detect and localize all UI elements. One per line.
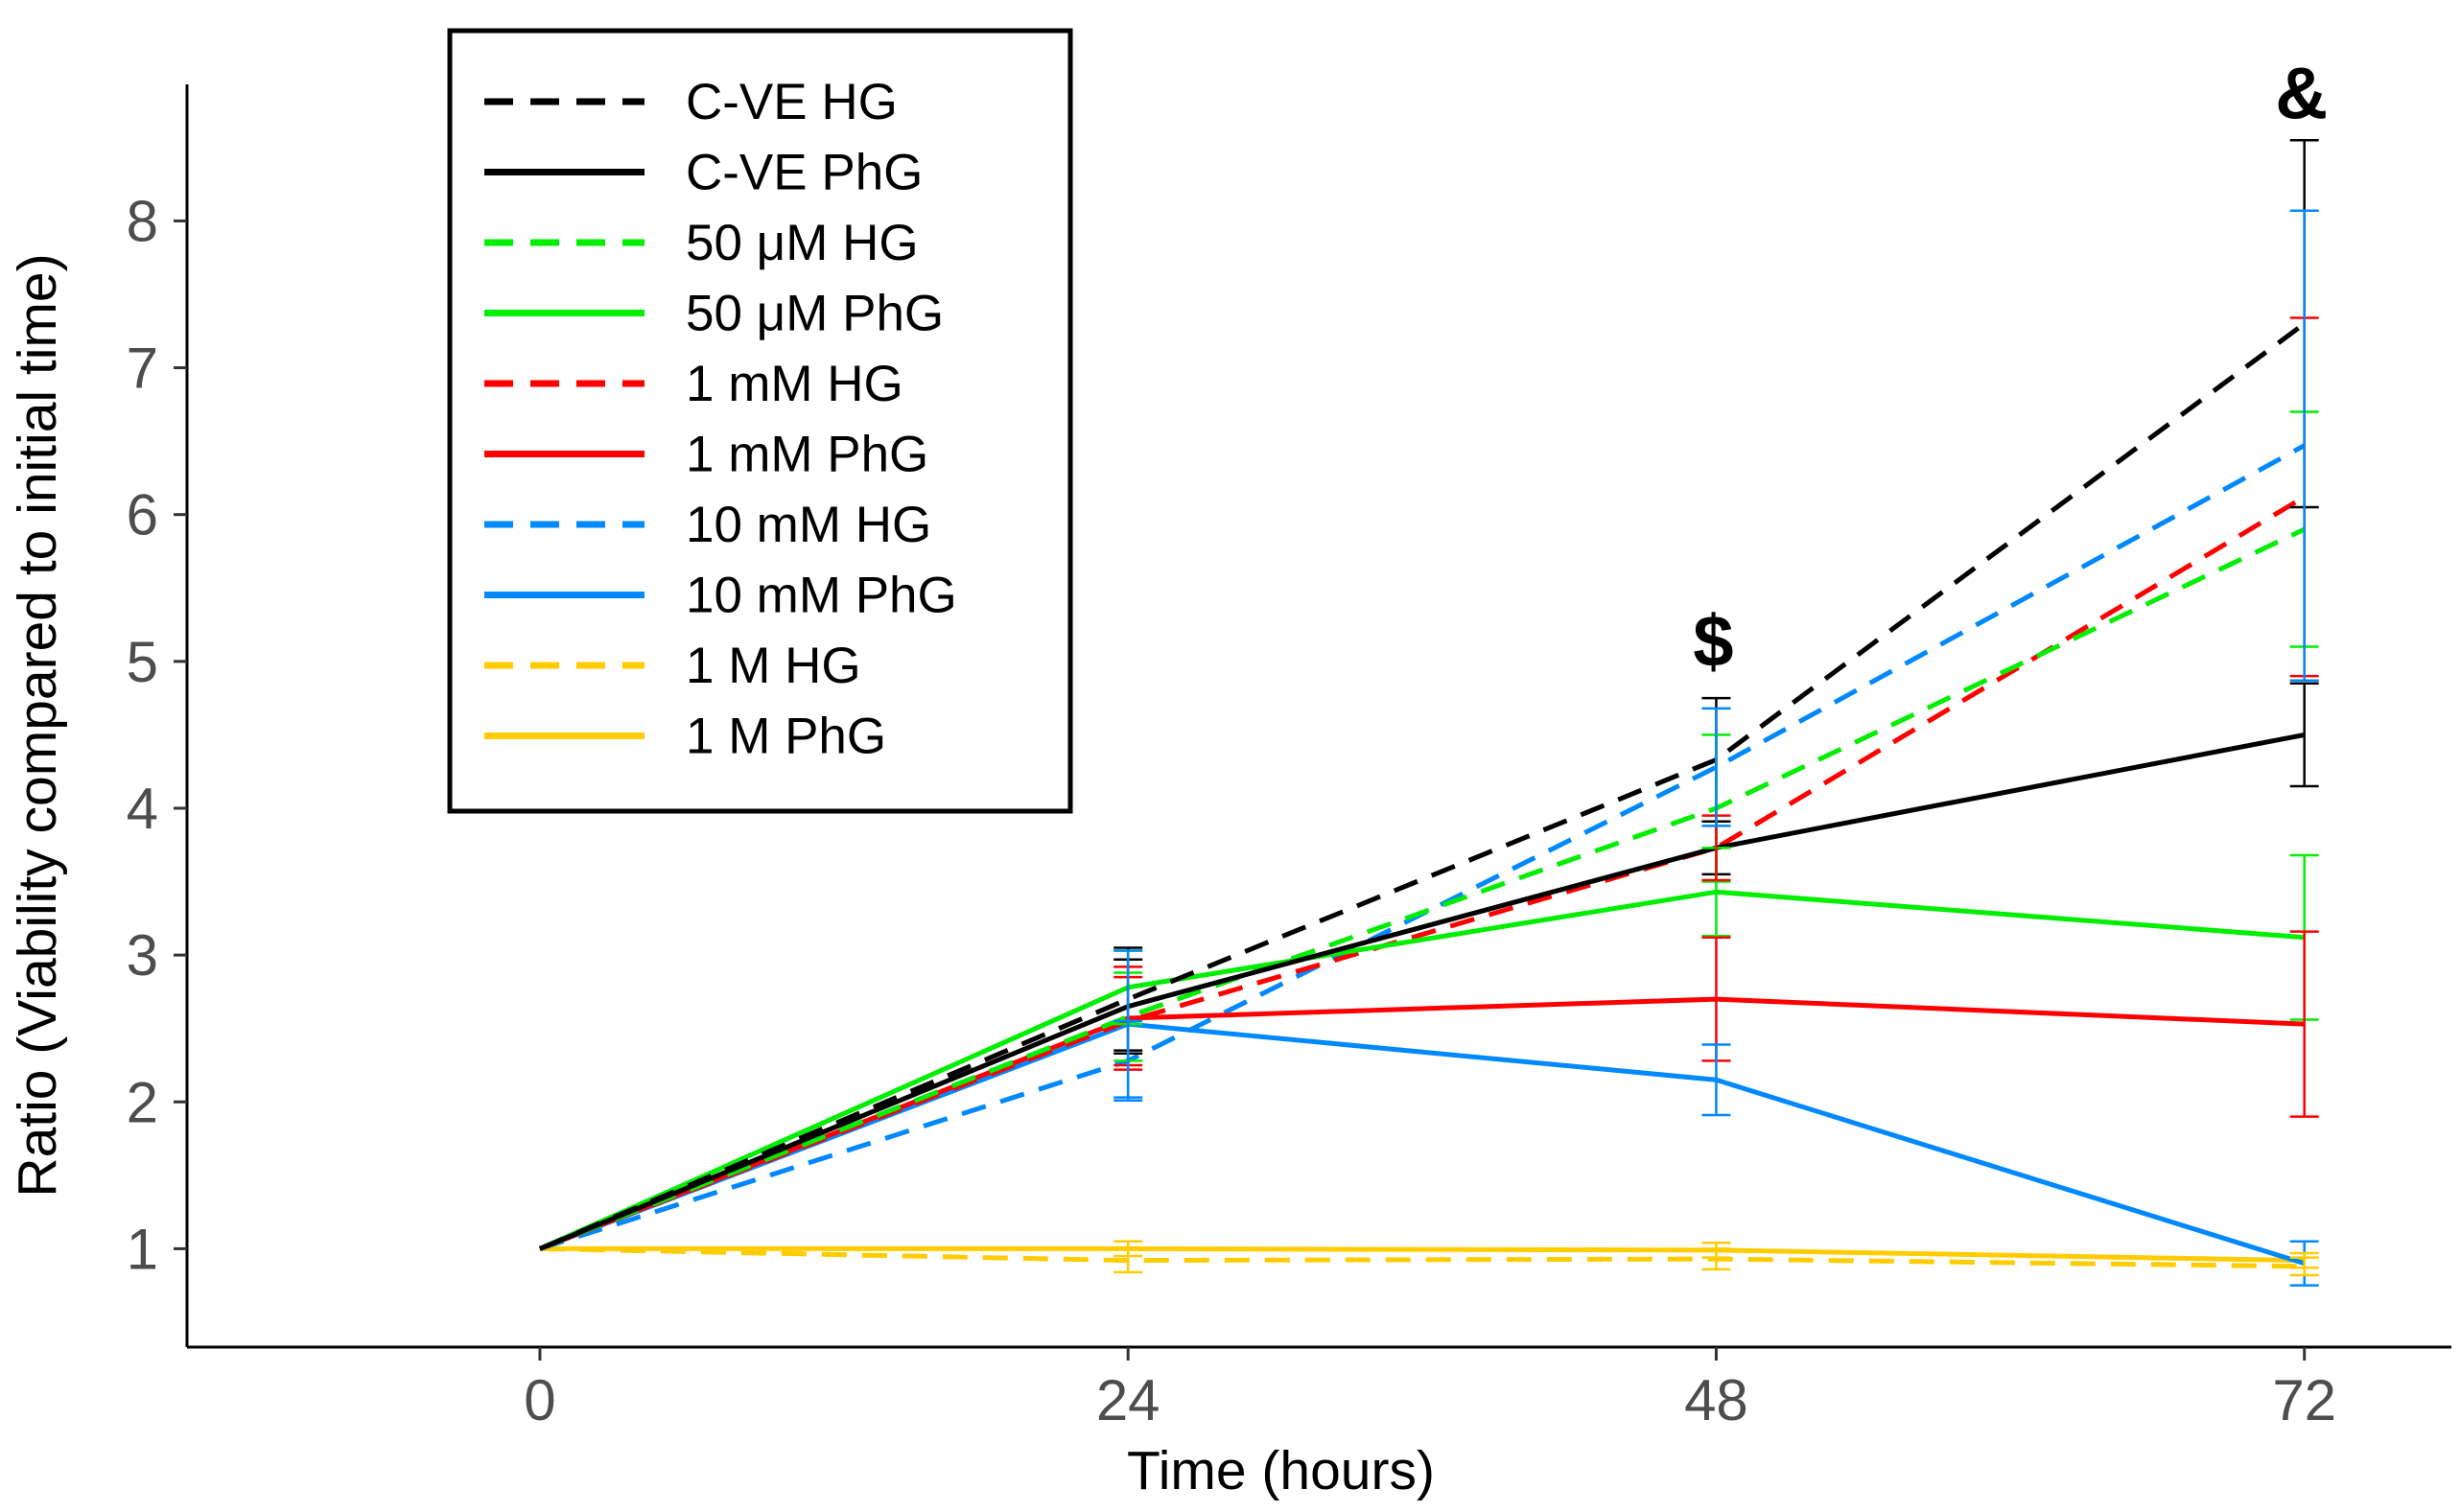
series-line-1-m-phg [539,1245,2305,1264]
series-line-50-m-hg [538,526,2306,1251]
y-tick-label: 1 [127,1217,158,1281]
x-tick-label: 48 [1684,1368,1748,1432]
legend-label-1-m-phg: 1 M PhG [686,709,886,765]
error-bar-1-m-phg [1701,1242,1731,1259]
series-line-1-m-hg [539,1245,2305,1269]
legend-label-50-m-hg: 50 μM HG [686,215,919,271]
legend-label-50-m-phg: 50 μM PhG [686,286,944,342]
x-axis-title: Time (hours) [1127,1440,1435,1501]
x-tick-label: 72 [2272,1368,2336,1432]
legend-label-1-m-hg: 1 M HG [686,638,861,694]
series-line-c-ve-phg [538,732,2306,1251]
x-tick-label: 24 [1096,1368,1160,1432]
annotations: $& [1693,54,2328,683]
annotation-label: & [2275,54,2328,135]
legend-label-c-ve-hg: C-VE HG [686,74,898,130]
legend-label-10-mm-hg: 10 mM HG [686,497,931,553]
legend-label-10-mm-phg: 10 mM PhG [686,568,957,624]
series-line-1-mm-phg [538,996,2305,1251]
y-tick-label: 5 [127,630,158,694]
y-axis-title: Ratio (Viability compared to initial tim… [7,253,68,1197]
series-line-1-mm-hg [538,495,2306,1251]
series-layer [538,321,2307,1269]
error-bar-c-ve-phg [2289,682,2319,788]
annotation-label: $ [1693,601,1733,683]
y-tick-label: 3 [127,923,158,988]
error-bar-10-mm-hg [2289,209,2319,682]
legend-label-1-mm-hg: 1 mM HG [686,356,903,412]
error-bar-1-mm-phg [2289,930,2319,1118]
x-tick-label: 0 [524,1368,555,1432]
error-bars [1113,138,2319,1287]
y-tick-label: 6 [127,483,158,547]
y-tick-label: 8 [127,189,158,253]
y-tick-label: 4 [127,777,158,841]
legend-label-c-ve-phg: C-VE PhG [686,145,923,201]
y-tick-label: 2 [127,1070,158,1134]
y-tick-label: 7 [127,337,158,401]
legend-label-1-mm-phg: 1 mM PhG [686,427,928,483]
error-bar-1-m-phg [2289,1251,2319,1269]
error-bar-10-mm-hg [1701,707,1731,827]
error-bar-1-m-phg [1113,1240,1143,1258]
series-line-10-mm-phg [539,1021,2306,1267]
error-bar-10-mm-phg [1701,1043,1731,1117]
legend-box [447,28,1073,814]
axes: 1 2 3 4 5 6 7 8 0 24 48 72 Time (hours) Ratio (Viabil… [7,84,2451,1501]
legend: C-VE HG C-VE PhG 50 μM HG 50 μM PhG 1 mM HG 1… [447,28,1073,814]
error-bar-10-mm-phg [1113,949,1143,1099]
series-line-50-m-phg [538,889,2305,1251]
